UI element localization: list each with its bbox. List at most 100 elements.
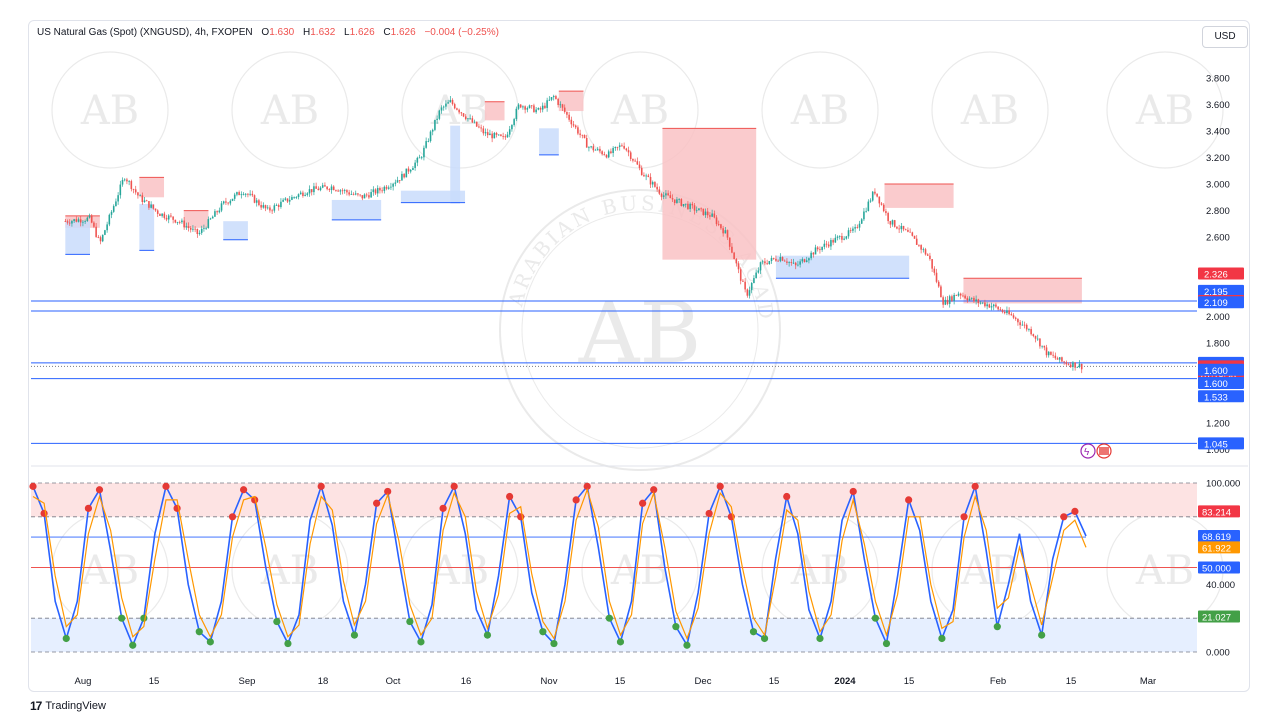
candle-body [659, 189, 661, 193]
candle-body [562, 104, 564, 107]
candle-body [397, 180, 399, 182]
candle-body [225, 201, 227, 202]
candle-body [694, 205, 696, 210]
candle-body [997, 307, 999, 310]
time-axis-tick: 2024 [834, 676, 856, 687]
candle-body [608, 151, 610, 157]
candle-body [544, 106, 546, 108]
candle-body [1000, 309, 1002, 310]
candle-body [641, 168, 643, 175]
candle-body [155, 209, 157, 211]
oversold-marker [938, 635, 945, 642]
time-axis-tick: Dec [695, 676, 712, 687]
candle-body [612, 148, 614, 153]
candle-body [802, 259, 804, 261]
candle-body [894, 220, 896, 227]
candle-body [186, 226, 188, 227]
candle-body [205, 228, 207, 229]
candle-body [912, 232, 914, 235]
candle-body [815, 247, 817, 254]
candle-body [232, 199, 234, 201]
candle-body [489, 134, 491, 135]
candle-body [175, 220, 177, 223]
time-axis-tick: 16 [461, 676, 472, 687]
candle-body [520, 105, 522, 108]
candle-body [696, 210, 698, 211]
overbought-marker [1071, 508, 1078, 515]
oversold-marker [129, 642, 136, 649]
candle-body [478, 127, 480, 128]
candle-body [271, 210, 273, 211]
candle-body [212, 217, 214, 219]
candle-body [593, 146, 595, 150]
overbought-marker [706, 510, 713, 517]
candle-body [557, 99, 559, 105]
watermark-org-text: ARABIAN BUSINESS ACADEMY [0, 0, 779, 323]
price-axis-tick: 3.400 [1206, 126, 1230, 137]
oscillator-value-tag-label: 61.922 [1202, 543, 1231, 554]
candle-body [1015, 318, 1017, 319]
overbought-band [31, 483, 1197, 517]
candle-body [566, 112, 568, 115]
candle-body [1008, 310, 1010, 314]
candle-body [707, 212, 709, 216]
candle-body [179, 222, 181, 223]
oversold-marker [484, 632, 491, 639]
candle-body [388, 187, 390, 188]
oversold-marker [273, 618, 280, 625]
candle-body [161, 214, 163, 216]
candle-body [982, 303, 984, 304]
demand-zone [539, 128, 559, 155]
oversold-marker [539, 628, 546, 635]
candle-body [793, 263, 795, 264]
candle-body [747, 289, 749, 295]
candle-body [472, 118, 474, 122]
oscillator-value-tag-label: 21.027 [1202, 612, 1231, 623]
tradingview-branding[interactable]: 17 TradingView [30, 699, 106, 713]
oversold-marker [994, 623, 1001, 630]
candle-body [850, 230, 852, 231]
candle-body [507, 135, 509, 138]
candle-body [689, 204, 691, 209]
candle-body [502, 136, 504, 137]
candle-body [465, 116, 467, 119]
candle-body [1074, 362, 1076, 367]
candle-body [909, 232, 911, 233]
candle-body [881, 203, 883, 204]
candle-body [885, 211, 887, 213]
candle-body [331, 187, 333, 191]
candle-body [430, 132, 432, 141]
candle-body [791, 262, 793, 263]
candle-body [263, 205, 265, 207]
candle-body [1033, 334, 1035, 336]
candle-body [131, 181, 133, 189]
candle-body [322, 185, 324, 187]
candle-body [654, 182, 656, 187]
candle-body [753, 278, 755, 283]
candle-body [203, 228, 205, 229]
candle-body [106, 224, 108, 230]
price-axis-tick: 3.800 [1206, 73, 1230, 84]
candle-body [368, 195, 370, 197]
price-tag: 1.600 [1198, 377, 1244, 390]
candle-body [542, 106, 544, 110]
candle-body [170, 216, 172, 217]
candle-body [687, 204, 689, 209]
candle-body [401, 174, 403, 181]
overbought-marker [1060, 513, 1067, 520]
candle-body [194, 229, 196, 230]
candle-body [623, 146, 625, 149]
candle-body [795, 263, 797, 265]
candle-body [183, 221, 185, 228]
supply-zone [963, 278, 1081, 303]
candle-body [931, 259, 933, 269]
watermark-text: AB [610, 88, 669, 134]
candle-body [978, 299, 980, 303]
oversold-marker [207, 638, 214, 645]
watermark-text: AB [80, 88, 139, 134]
candle-body [738, 263, 740, 269]
time-axis-tick: 15 [904, 676, 915, 687]
candle-body [111, 212, 113, 215]
overbought-marker [440, 505, 447, 512]
